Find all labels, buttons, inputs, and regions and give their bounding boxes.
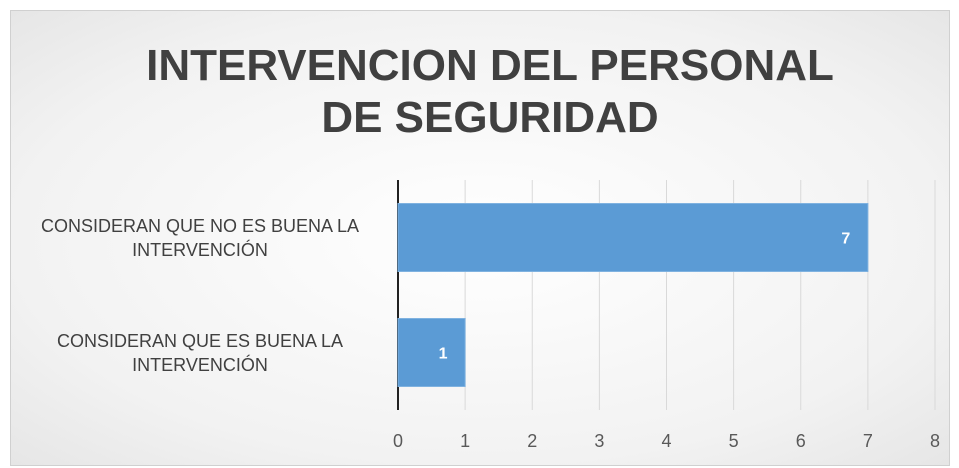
x-tick-label: 4 (661, 431, 671, 451)
bar (397, 318, 466, 387)
x-tick-label: 7 (863, 431, 873, 451)
x-tick-label: 5 (729, 431, 739, 451)
x-tick-label: 2 (527, 431, 537, 451)
y-tick-label: CONSIDERAN QUE NO ES BUENA LA INTERVENCI… (40, 215, 360, 260)
x-tick-label: 8 (930, 431, 940, 451)
data-label: 7 (841, 231, 850, 248)
bar (397, 203, 869, 272)
x-tick-label: 1 (460, 431, 470, 451)
x-tick-label: 3 (594, 431, 604, 451)
chart-title: INTERVENCION DEL PERSONAL DE SEGURIDAD (146, 41, 834, 142)
x-tick-label: 0 (393, 431, 403, 451)
y-tick-label: CONSIDERAN QUE ES BUENA LA INTERVENCIÓN (56, 330, 344, 375)
data-label: 1 (439, 346, 448, 363)
x-tick-label: 6 (796, 431, 806, 451)
